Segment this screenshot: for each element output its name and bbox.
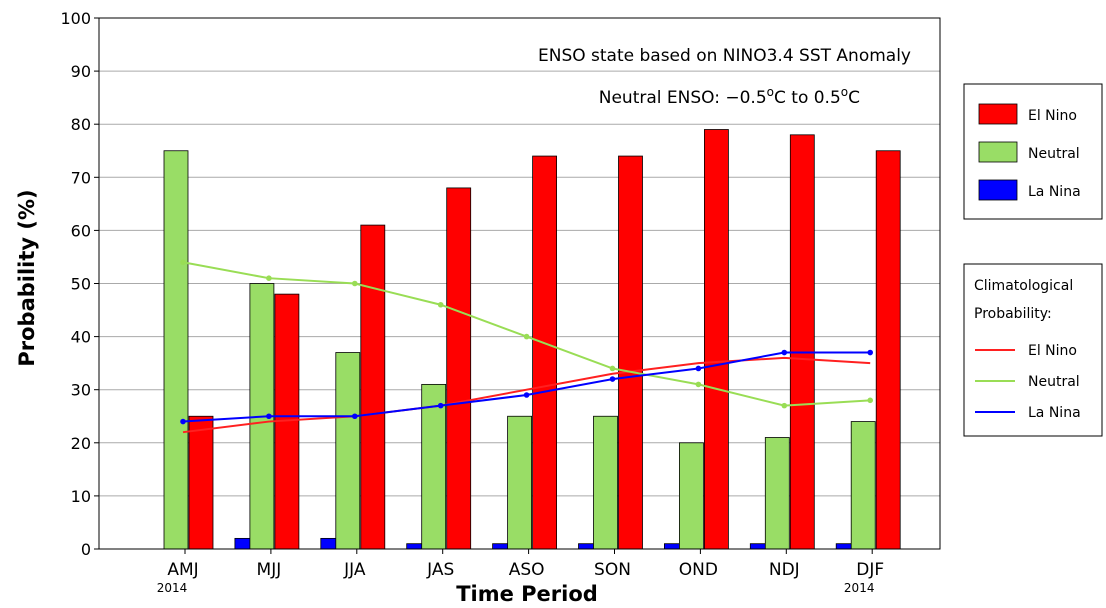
y-axis-ticks: 0 10 20 30 40 50 60 70 80 90 100 (60, 9, 99, 559)
legend-bars-swatch-el-nino (978, 103, 1018, 125)
y-tick-label-20: 20 (71, 434, 91, 453)
legend-bars-label-el-nino: El Nino (1028, 108, 1077, 124)
legend-bars-label-neutral: Neutral (1028, 146, 1080, 162)
legend-climatology: Climatological Probability: El Nino Neutr… (963, 263, 1103, 437)
x-tick-label-aso: ASO (509, 560, 545, 580)
gridlines (99, 70, 940, 497)
legend-bars: El Nino Neutral La Nina (963, 83, 1103, 220)
x-tick-label-ndj: NDJ (769, 560, 800, 580)
x-tick-label-jja: JJA (343, 560, 366, 580)
climatology-point-la-nina-aso (523, 392, 530, 398)
climatology-point-neutral-ndj (781, 402, 788, 409)
legend-bars-swatch-neutral (978, 141, 1018, 163)
bar-el-nino-son (618, 155, 643, 550)
legend-climatology-title-2: Probability: (974, 306, 1052, 322)
bar-neutral-ond (679, 442, 704, 550)
climatology-point-neutral-mjj (266, 275, 272, 281)
bar-neutral-aso (507, 415, 533, 550)
climatology-line-el-nino (182, 356, 871, 434)
climatology-point-neutral-jas (437, 301, 444, 308)
y-tick-label-0: 0 (81, 540, 91, 559)
bar-neutral-jja (335, 352, 361, 550)
climatology-point-la-nina-son (609, 376, 616, 382)
year-label-amj: 2014 (157, 581, 188, 595)
climatology-point-la-nina-jja (352, 413, 358, 420)
y-axis-title: Probability (%) (15, 189, 39, 366)
y-tick-label-50: 50 (71, 275, 91, 294)
bar-el-nino-ndj (789, 134, 815, 550)
legend-climatology-label-el-nino: El Nino (1028, 343, 1077, 359)
climatology-point-la-nina-amj (180, 418, 186, 425)
climatology-point-neutral-aso (523, 333, 530, 340)
climatology-point-neutral-amj (180, 259, 186, 266)
x-tick-label-mjj: MJJ (257, 560, 282, 580)
bar-el-nino-jas (446, 187, 472, 550)
annotation-neutral-range: Neutral ENSO: −0.5oC to 0.5oC (599, 85, 860, 108)
climatology-point-neutral-jja (352, 280, 358, 287)
climatology-point-la-nina-ond (695, 365, 702, 372)
y-tick-label-60: 60 (71, 221, 91, 240)
bar-el-nino-djf (875, 150, 901, 550)
x-tick-label-amj: AMJ (167, 560, 198, 580)
y-tick-label-40: 40 (71, 328, 91, 347)
year-label-djf: 2014 (844, 581, 875, 595)
climatology-point-la-nina-djf (867, 349, 873, 356)
bar-neutral-ndj (764, 437, 790, 550)
bar-neutral-amj (163, 150, 189, 550)
y-tick-label-100: 100 (60, 9, 91, 28)
bars (163, 129, 901, 550)
legend-bars-swatch-la-nina (978, 179, 1018, 201)
bar-el-nino-amj (188, 415, 214, 550)
legend-climatology-label-neutral: Neutral (1028, 374, 1080, 390)
climatology-point-neutral-ond (695, 381, 702, 388)
y-tick-label-10: 10 (71, 487, 91, 506)
y-tick-label-90: 90 (71, 62, 91, 81)
x-tick-label-djf: DJF (856, 560, 884, 580)
x-tick-label-jas: JAS (426, 560, 454, 580)
bar-neutral-son (593, 415, 618, 550)
bar-neutral-djf (850, 421, 876, 550)
legend-bars-label-la-nina: La Nina (1028, 184, 1081, 200)
climatology-lines (180, 259, 873, 434)
climatology-point-la-nina-ndj (781, 349, 788, 356)
climatology-point-neutral-djf (867, 397, 873, 404)
y-tick-label-80: 80 (71, 115, 91, 134)
bar-neutral-jas (421, 383, 447, 550)
climatology-point-la-nina-jas (437, 402, 444, 409)
climatology-point-neutral-son (609, 365, 616, 372)
legend-climatology-label-la-nina: La Nina (1028, 405, 1081, 421)
legend-climatology-title-1: Climatological (974, 278, 1073, 294)
x-axis-title: Time Period (456, 582, 598, 604)
bar-el-nino-aso (532, 155, 557, 550)
bar-el-nino-ond (704, 129, 729, 550)
y-tick-label-70: 70 (71, 168, 91, 187)
y-tick-label-30: 30 (71, 381, 91, 400)
annotation-enso-state: ENSO state based on NINO3.4 SST Anomaly (538, 46, 911, 66)
bar-el-nino-jja (360, 224, 386, 550)
climatology-point-la-nina-mjj (266, 413, 272, 420)
x-tick-label-ond: OND (679, 560, 718, 580)
x-tick-label-son: SON (594, 560, 631, 580)
